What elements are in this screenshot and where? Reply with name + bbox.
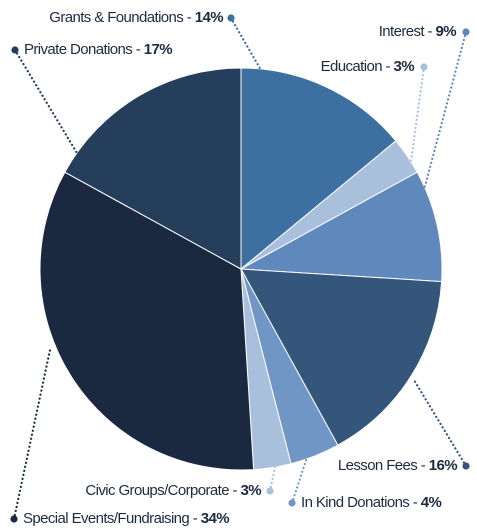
slice-label: Interest - 9% <box>379 23 457 40</box>
separator: - <box>421 457 426 474</box>
slice-label: Private Donations - 17% <box>24 41 172 58</box>
value-label: 34% <box>201 510 229 527</box>
slice-label: Civic Groups/Corporate - 3% <box>85 482 261 499</box>
leader-line <box>412 378 468 468</box>
value-label: 4% <box>421 494 442 511</box>
leader-dot <box>227 14 235 22</box>
value-label: 3% <box>241 482 262 499</box>
leader-line <box>408 65 426 170</box>
slice-label: Special Events/Fundraising - 34% <box>23 510 229 527</box>
category-name: Lesson Fees <box>338 457 417 474</box>
separator: - <box>187 9 192 26</box>
leader-line <box>229 16 264 74</box>
leader-line <box>422 30 468 192</box>
leader-line <box>13 48 82 160</box>
pie-slice <box>240 268 443 446</box>
category-name: Civic Groups/Corporate <box>85 482 229 499</box>
slice-label: In Kind Donations - 4% <box>301 494 442 511</box>
category-name: Interest <box>379 23 426 40</box>
separator: - <box>136 41 141 58</box>
leader-line <box>268 456 279 493</box>
leader-line <box>12 348 52 521</box>
pie-slice <box>240 67 397 271</box>
value-label: 17% <box>144 41 172 58</box>
leader-dot <box>11 46 19 54</box>
leader-dot <box>462 28 470 36</box>
category-name: Private Donations <box>24 41 132 58</box>
value-label: 14% <box>195 9 223 26</box>
leader-dot <box>10 515 18 523</box>
pie-slice <box>239 171 443 283</box>
pie-slice <box>64 67 242 270</box>
category-name: Education <box>321 58 383 75</box>
leader-line <box>290 440 314 505</box>
leader-dot <box>462 462 470 470</box>
slice-label: Education - 3% <box>321 58 415 75</box>
leader-dot <box>266 487 274 495</box>
category-name: Grants & Foundations <box>49 9 183 26</box>
leader-dot <box>420 63 428 71</box>
separator: - <box>413 494 418 511</box>
value-label: 3% <box>394 58 415 75</box>
value-label: 16% <box>429 457 457 474</box>
slice-label: Lesson Fees - 16% <box>338 457 457 474</box>
category-name: In Kind Donations <box>301 494 409 511</box>
value-label: 9% <box>436 23 457 40</box>
slice-label: Grants & Foundations - 14% <box>49 9 223 26</box>
separator: - <box>233 482 238 499</box>
category-name: Special Events/Fundraising <box>23 510 189 527</box>
leader-dot <box>288 499 296 507</box>
separator: - <box>193 510 198 527</box>
separator: - <box>428 23 433 40</box>
separator: - <box>386 58 391 75</box>
